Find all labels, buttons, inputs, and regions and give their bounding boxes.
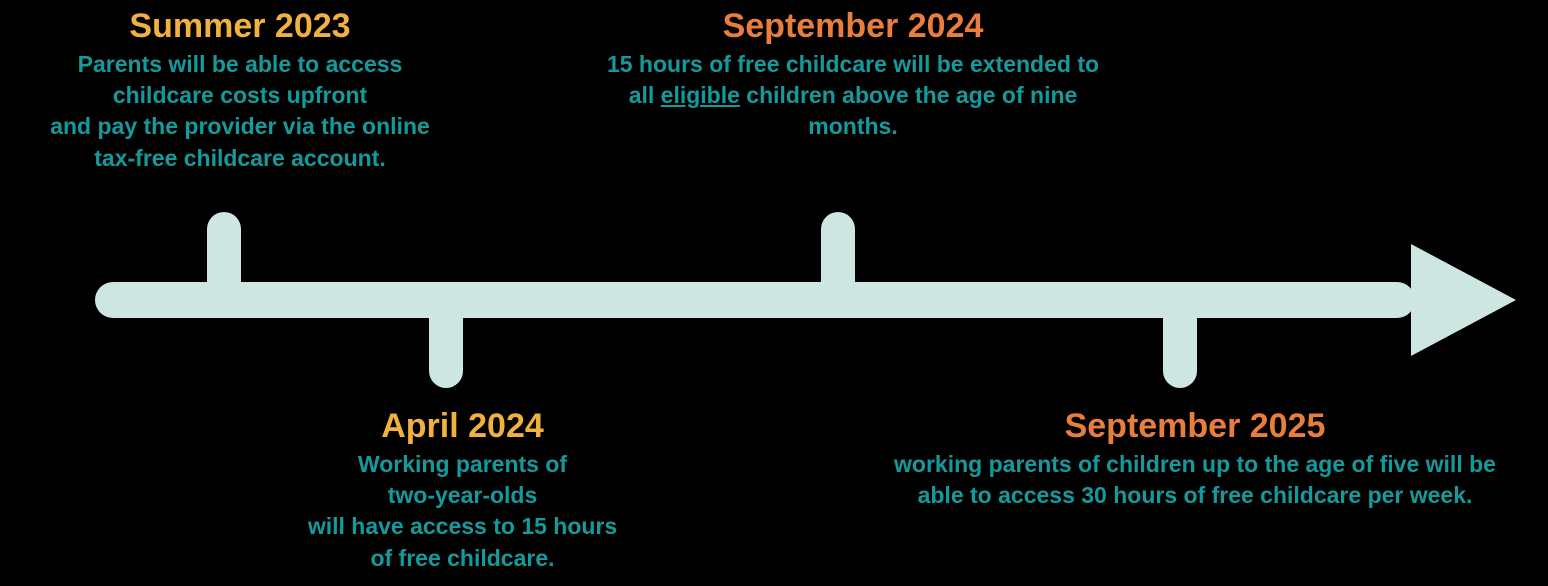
- event-description: working parents of children up to the ag…: [890, 449, 1500, 511]
- timeline-event-summer-2023: Summer 2023 Parents will be able to acces…: [30, 8, 450, 174]
- timeline-arrowhead: [1411, 244, 1516, 356]
- event-description: Parents will be able to access childcare…: [30, 49, 450, 173]
- timeline-stub-april-2024: [429, 314, 463, 388]
- event-desc-post: children above the age of nine months.: [740, 82, 1077, 139]
- timeline-stub-september-2025: [1163, 314, 1197, 388]
- event-title: April 2024: [290, 408, 635, 445]
- event-desc-underlined: eligible: [661, 82, 740, 108]
- event-title: September 2025: [890, 408, 1500, 445]
- timeline-stub-september-2024: [821, 212, 855, 286]
- event-description: 15 hours of free childcare will be exten…: [603, 49, 1103, 142]
- timeline-event-september-2024: September 2024 15 hours of free childcare…: [603, 8, 1103, 143]
- event-title: September 2024: [603, 8, 1103, 45]
- event-description: Working parents oftwo-year-oldswill have…: [290, 449, 635, 573]
- timeline-event-april-2024: April 2024 Working parents oftwo-year-old…: [290, 408, 635, 574]
- timeline-bar: [95, 282, 1415, 318]
- timeline-event-september-2025: September 2025 working parents of childre…: [890, 408, 1500, 511]
- timeline-stub-summer-2023: [207, 212, 241, 286]
- timeline-infographic: Summer 2023 Parents will be able to acces…: [0, 0, 1548, 586]
- event-title: Summer 2023: [30, 8, 450, 45]
